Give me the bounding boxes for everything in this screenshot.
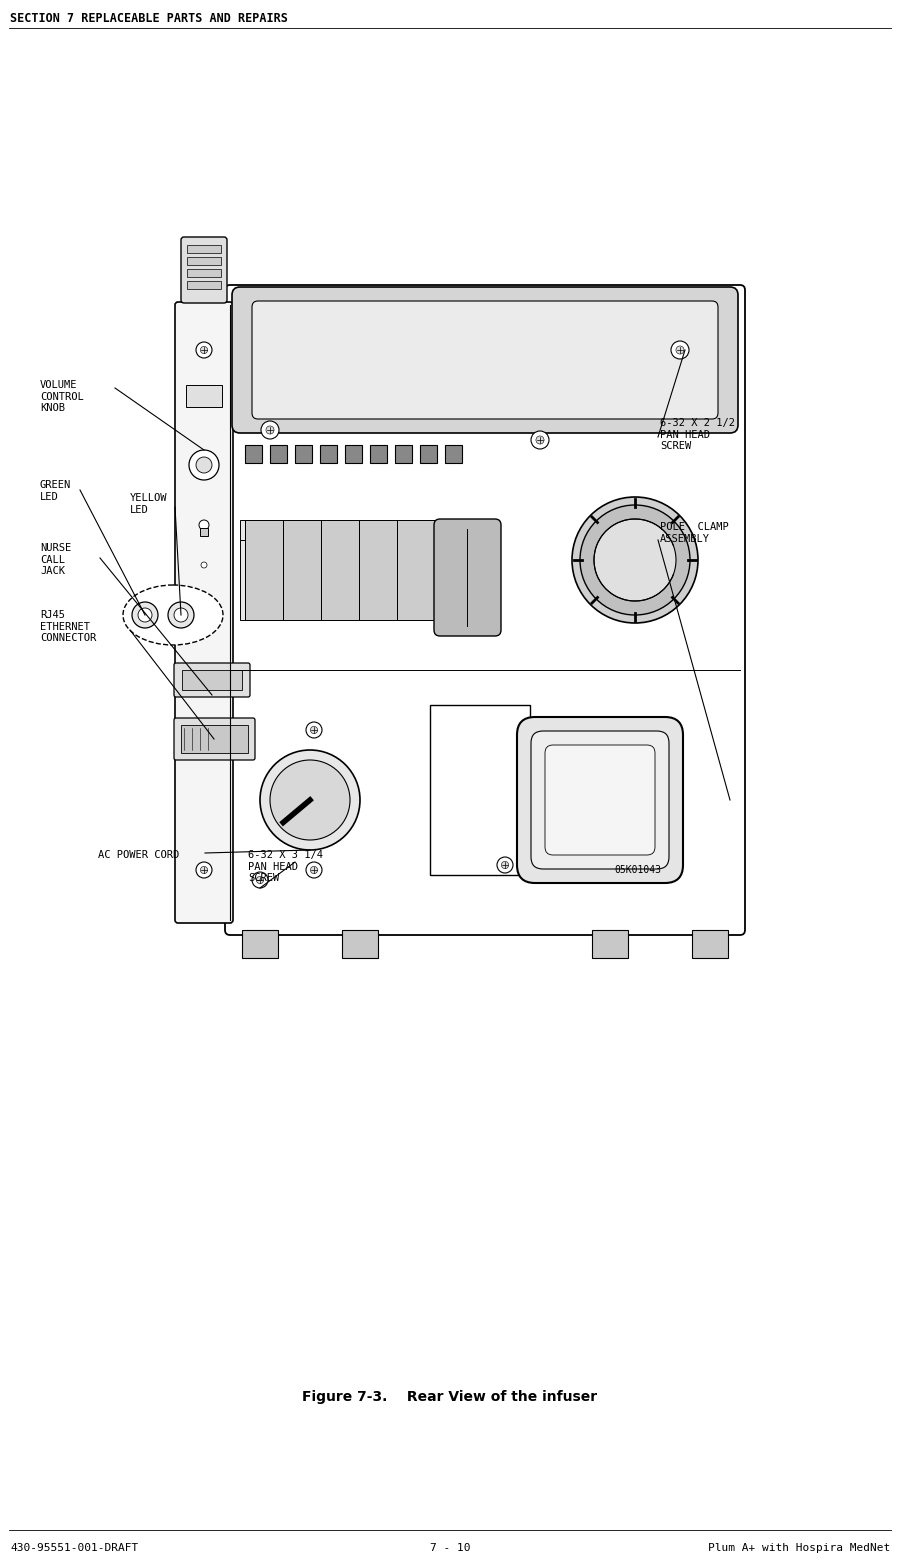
- Circle shape: [199, 519, 209, 530]
- Circle shape: [676, 346, 684, 353]
- Bar: [245, 519, 283, 619]
- Bar: [200, 529, 208, 536]
- Bar: [295, 446, 312, 463]
- Circle shape: [306, 723, 322, 738]
- Bar: [187, 246, 221, 253]
- Circle shape: [572, 497, 698, 622]
- Circle shape: [261, 421, 279, 439]
- FancyBboxPatch shape: [545, 744, 655, 856]
- Bar: [445, 446, 462, 463]
- FancyBboxPatch shape: [174, 663, 250, 698]
- Circle shape: [174, 608, 188, 622]
- Text: NURSE
CALL
JACK: NURSE CALL JACK: [40, 543, 71, 576]
- Text: Plum A+ with Hospira MedNet: Plum A+ with Hospira MedNet: [707, 1544, 890, 1553]
- FancyBboxPatch shape: [174, 718, 255, 760]
- Bar: [242, 931, 278, 959]
- Text: 7 - 10: 7 - 10: [430, 1544, 470, 1553]
- Bar: [345, 446, 362, 463]
- Circle shape: [138, 608, 152, 622]
- Bar: [321, 519, 359, 619]
- Circle shape: [580, 505, 690, 615]
- Text: 05K01043: 05K01043: [614, 865, 661, 874]
- Text: 430-95551-001-DRAFT: 430-95551-001-DRAFT: [10, 1544, 139, 1553]
- Bar: [430, 705, 530, 874]
- Text: 6-32 X 2 1/2
PAN HEAD
SCREW: 6-32 X 2 1/2 PAN HEAD SCREW: [660, 418, 735, 450]
- Circle shape: [306, 862, 322, 877]
- Ellipse shape: [123, 585, 223, 644]
- Circle shape: [201, 346, 208, 353]
- Circle shape: [196, 457, 212, 472]
- Bar: [240, 519, 480, 540]
- Circle shape: [252, 873, 268, 888]
- Circle shape: [196, 862, 212, 877]
- Bar: [181, 726, 248, 752]
- Circle shape: [531, 432, 549, 449]
- FancyBboxPatch shape: [181, 238, 227, 303]
- Circle shape: [310, 866, 318, 874]
- Bar: [182, 669, 242, 690]
- FancyBboxPatch shape: [232, 288, 738, 433]
- Circle shape: [536, 436, 544, 444]
- Text: YELLOW
LED: YELLOW LED: [130, 493, 167, 515]
- Text: AC POWER CORD: AC POWER CORD: [98, 849, 179, 860]
- Text: POLE  CLAMP
ASSEMBLY: POLE CLAMP ASSEMBLY: [660, 522, 729, 544]
- Text: GREEN
LED: GREEN LED: [40, 480, 71, 502]
- FancyBboxPatch shape: [252, 300, 718, 419]
- Circle shape: [594, 519, 676, 601]
- Bar: [397, 519, 435, 619]
- Bar: [370, 446, 387, 463]
- Bar: [186, 385, 222, 407]
- Polygon shape: [194, 597, 214, 622]
- Circle shape: [168, 602, 194, 629]
- Bar: [187, 269, 221, 277]
- Bar: [187, 256, 221, 264]
- FancyBboxPatch shape: [434, 519, 501, 637]
- Bar: [283, 519, 321, 619]
- Circle shape: [132, 602, 158, 629]
- FancyBboxPatch shape: [225, 285, 745, 935]
- Circle shape: [671, 341, 689, 360]
- Circle shape: [189, 450, 219, 480]
- Bar: [342, 931, 378, 959]
- Circle shape: [196, 343, 212, 358]
- Bar: [592, 931, 628, 959]
- Bar: [359, 519, 397, 619]
- Circle shape: [201, 561, 207, 568]
- Circle shape: [260, 751, 360, 849]
- Bar: [245, 446, 262, 463]
- Circle shape: [266, 425, 274, 435]
- Text: RJ45
ETHERNET
CONNECTOR: RJ45 ETHERNET CONNECTOR: [40, 610, 96, 643]
- Circle shape: [310, 726, 318, 734]
- Text: Figure 7-3.    Rear View of the infuser: Figure 7-3. Rear View of the infuser: [302, 1390, 598, 1404]
- Circle shape: [201, 866, 208, 874]
- Circle shape: [256, 876, 264, 884]
- Circle shape: [270, 760, 350, 840]
- Text: VOLUME
CONTROL
KNOB: VOLUME CONTROL KNOB: [40, 380, 84, 413]
- Text: SECTION 7 REPLACEABLE PARTS AND REPAIRS: SECTION 7 REPLACEABLE PARTS AND REPAIRS: [10, 13, 288, 25]
- Circle shape: [497, 857, 513, 873]
- FancyBboxPatch shape: [517, 716, 683, 884]
- Bar: [420, 446, 437, 463]
- FancyBboxPatch shape: [175, 302, 233, 923]
- Circle shape: [501, 862, 508, 868]
- Bar: [395, 446, 412, 463]
- Bar: [270, 446, 287, 463]
- Bar: [320, 446, 337, 463]
- Text: 6-32 X 3 1/4
PAN HEAD
SCREW: 6-32 X 3 1/4 PAN HEAD SCREW: [248, 849, 323, 884]
- FancyBboxPatch shape: [531, 730, 669, 870]
- Bar: [692, 931, 728, 959]
- Bar: [240, 540, 500, 619]
- Bar: [187, 282, 221, 289]
